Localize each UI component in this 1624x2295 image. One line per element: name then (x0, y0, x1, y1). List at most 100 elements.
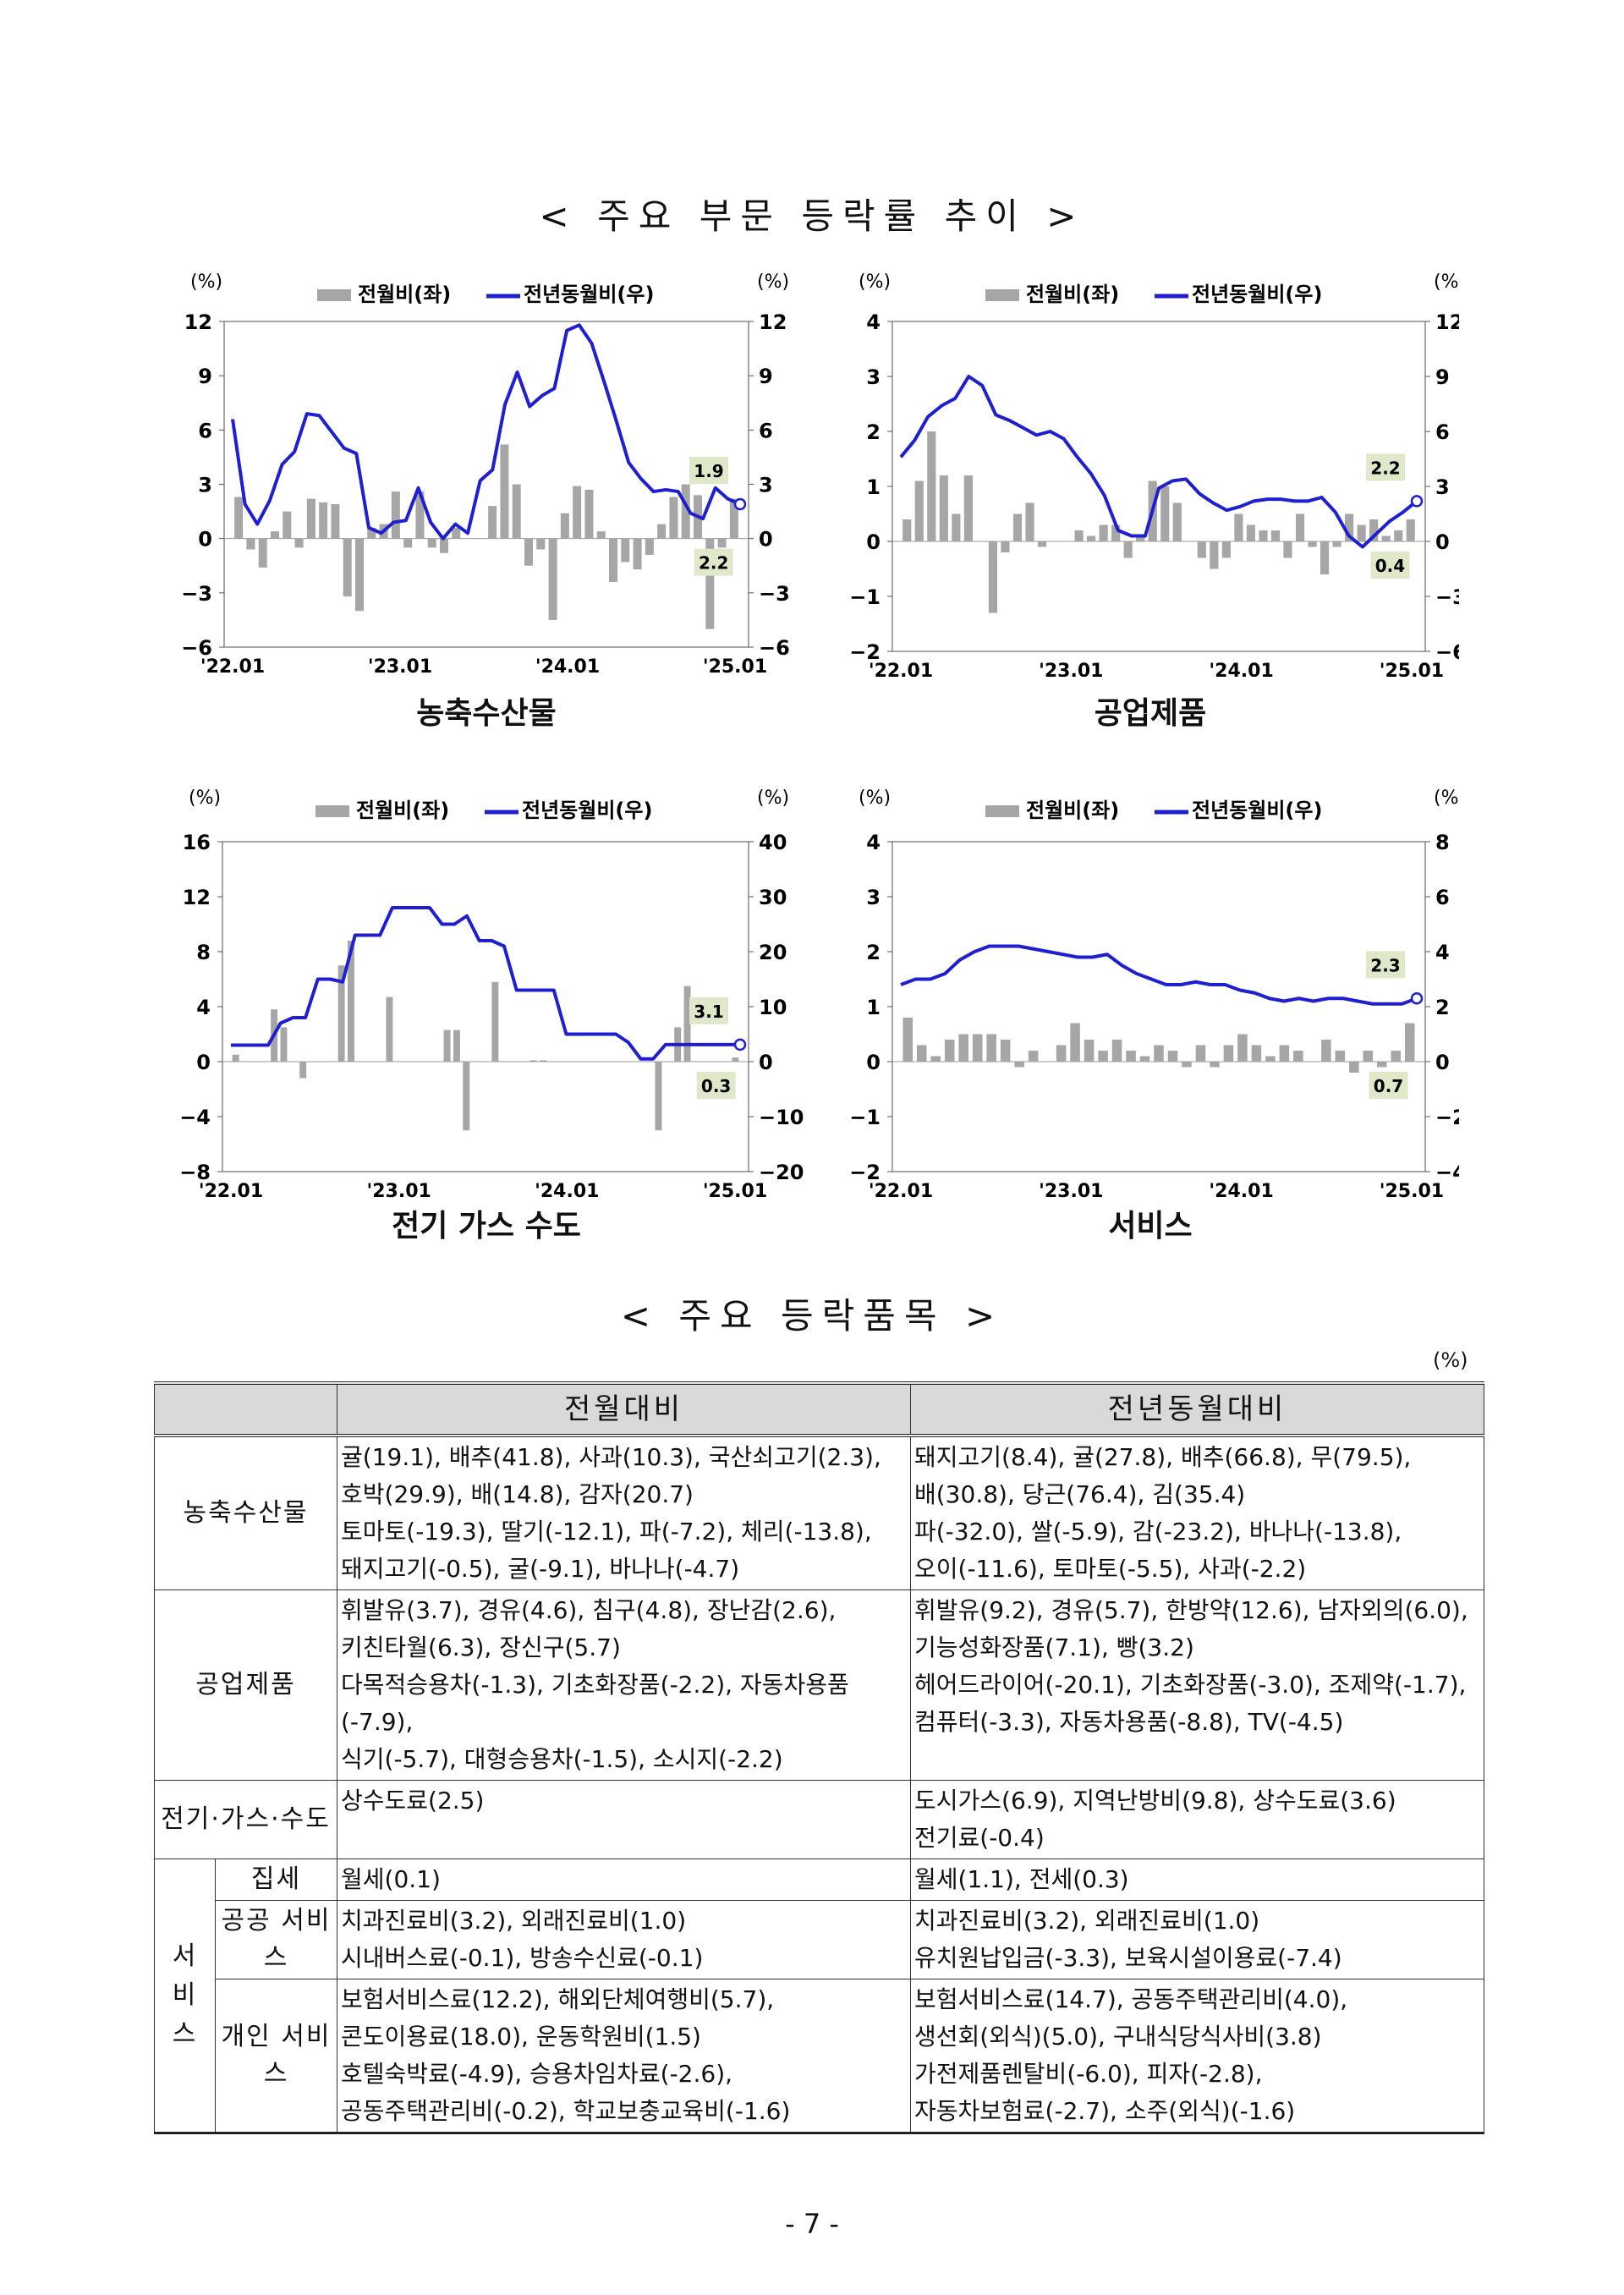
mom-bar (1223, 1045, 1234, 1062)
row-subcategory: 개인 서비스 (215, 1979, 337, 2134)
x-tick-label: '25.01 (1380, 1181, 1444, 1201)
x-tick-label: '22.01 (869, 661, 933, 677)
yoy-end-label-text: 2.3 (1370, 955, 1400, 975)
yoy-items: 치과진료비(3.2), 외래진료비(1.0) 유치원납입금(-3.3), 보육시설… (910, 1900, 1484, 1979)
mom-bar (1295, 513, 1305, 541)
table-row: 공업제품 휘발유(3.7), 경유(4.6), 침구(4.8), 장난감(2.6)… (154, 1589, 1484, 1781)
right-tick-label: 30 (759, 886, 787, 909)
mom-bar (683, 986, 691, 1062)
item-line: 휘발유(9.2), 경유(5.7), 한방약(12.6), 남자외의(6.0), (914, 1596, 1468, 1624)
legend-label-yoy: 전년동월비(우) (1192, 283, 1322, 306)
row-category: 농축수산물 (154, 1435, 337, 1590)
item-line: 월세(0.1) (341, 1865, 441, 1893)
mom-end-label-text: 0.4 (1375, 556, 1405, 576)
plot-frame (892, 841, 1426, 1172)
mom-bar (1167, 1051, 1178, 1062)
mom-end-label-box (694, 548, 733, 576)
mom-bar (732, 1057, 739, 1062)
yoy-end-label-text: 1.9 (694, 461, 723, 481)
mom-bar (1139, 1056, 1150, 1062)
mom-bar (386, 997, 393, 1062)
yoy-end-label-box (1366, 951, 1405, 979)
right-unit-label: (%) (757, 788, 789, 809)
mom-bar (1087, 535, 1096, 541)
right-tick-label: 0 (759, 528, 773, 552)
item-line: 전기료(-0.4) (914, 1824, 1045, 1852)
mom-bar (729, 498, 738, 539)
x-tick-label: '25.01 (1380, 661, 1444, 677)
left-tick-label: 16 (183, 831, 211, 854)
item-line: 토마토(-19.3), 딸기(-12.1), 파(-7.2), 체리(-13.8… (341, 1518, 872, 1546)
yoy-items: 돼지고기(8.4), 귤(27.8), 배추(66.8), 무(79.5), 배(… (910, 1435, 1484, 1590)
yoy-end-label: 2.3 (1366, 951, 1405, 979)
chart-caption-utility: 전기 가스 수도 (392, 1209, 581, 1244)
left-tick-label: −2 (849, 640, 881, 664)
mom-bar (415, 491, 425, 539)
left-tick-label: 4 (196, 996, 211, 1019)
mom-bar (232, 1054, 239, 1062)
mom-bar (1394, 530, 1403, 541)
right-tick-label: 6 (1435, 886, 1450, 909)
right-tick-label: 9 (759, 365, 773, 388)
left-unit-label: (%) (189, 788, 221, 809)
mom-bar (355, 538, 364, 612)
right-tick-label: 6 (1435, 420, 1450, 444)
item-line: 보험서비스료(12.2), 해외단체여행비(5.7), (341, 1985, 775, 2013)
section2-title: < 주요 등락품목 > (620, 1295, 1004, 1337)
mom-end-label: 0.3 (696, 1072, 736, 1099)
x-tick-label: '24.01 (1209, 661, 1273, 677)
x-tick-label: '24.01 (535, 1181, 599, 1201)
mom-bar (657, 524, 667, 539)
right-tick-label: 0 (1435, 530, 1450, 554)
mom-bar (903, 1018, 914, 1062)
left-tick-label: 12 (184, 310, 212, 334)
chart-industrial: 4 3 2 1 0 −1 −2 12 9 6 3 0 −3 −6 (%) (%) 전월비(좌) 전년동월비(우) 2… (842, 271, 1459, 677)
mom-bar (717, 538, 727, 548)
mom-items: 귤(19.1), 배추(41.8), 사과(10.3), 국산쇠고기(2.3),… (337, 1435, 911, 1590)
mom-bar (1265, 1056, 1276, 1062)
table-header-yoy: 전년동월대비 (910, 1381, 1484, 1437)
left-tick-label: −8 (179, 1161, 211, 1184)
mom-bar (1123, 541, 1133, 558)
item-line: 헤어드라이어(-20.1), 기초화장품(-3.0), 조제약(-1.7), (914, 1671, 1467, 1699)
right-tick-label: 9 (1435, 365, 1450, 389)
x-tick-label: '23.01 (1039, 1181, 1103, 1201)
right-tick-label: −10 (759, 1106, 804, 1129)
mom-bar (958, 1034, 968, 1062)
mom-bar (1099, 524, 1108, 541)
legend-label-yoy: 전년동월비(우) (522, 799, 652, 822)
mom-bar (258, 538, 267, 568)
row-category: 공업제품 (154, 1589, 337, 1781)
mom-bar (536, 538, 546, 550)
row-subcategory: 공공 서비스 (215, 1900, 337, 1979)
table-row: 전기·가스·수도 상수도료(2.5) 도시가스(6.9), 지역난방비(9.8), … (154, 1780, 1484, 1859)
mom-bar (1014, 1062, 1024, 1068)
legend-label-mom: 전월비(좌) (1026, 283, 1119, 306)
item-line: 파(-32.0), 쌀(-5.9), 감(-23.2), 바나나(-13.8), (914, 1518, 1402, 1546)
service-label-char: 서 (172, 1941, 198, 1971)
item-line: 도시가스(6.9), 지역난방비(9.8), 상수도료(3.6) (914, 1787, 1396, 1815)
mom-bar (299, 1062, 307, 1079)
chart-caption-industrial: 공업제품 (1094, 696, 1207, 731)
mom-end-label-box (1369, 1072, 1408, 1099)
right-tick-label: −2 (1435, 1106, 1459, 1129)
mom-bar (246, 538, 255, 550)
mom-bar (633, 538, 642, 570)
left-tick-label: 1 (866, 475, 881, 499)
page-number: - 7 - (785, 2208, 839, 2240)
mom-bar (1308, 541, 1317, 547)
mom-bar (1084, 1040, 1095, 1062)
x-tick-label: '24.01 (1209, 1181, 1273, 1201)
mom-bar (655, 1062, 662, 1131)
yoy-end-label-box (1366, 453, 1405, 481)
mom-bar (463, 1062, 470, 1131)
mom-bar (1259, 530, 1268, 541)
mom-bar (1056, 1045, 1067, 1062)
mom-bar (914, 480, 924, 541)
mom-bar (1246, 524, 1256, 541)
table-header-corner (154, 1381, 337, 1437)
chart-agri: 12 9 6 3 0 −3 −6 12 9 6 3 0 −3 −6 (%) (%) 전월비(좌) 전년동월비(우)… (165, 271, 808, 677)
mom-end-label-box (696, 1072, 736, 1099)
right-tick-label: 3 (759, 474, 773, 497)
